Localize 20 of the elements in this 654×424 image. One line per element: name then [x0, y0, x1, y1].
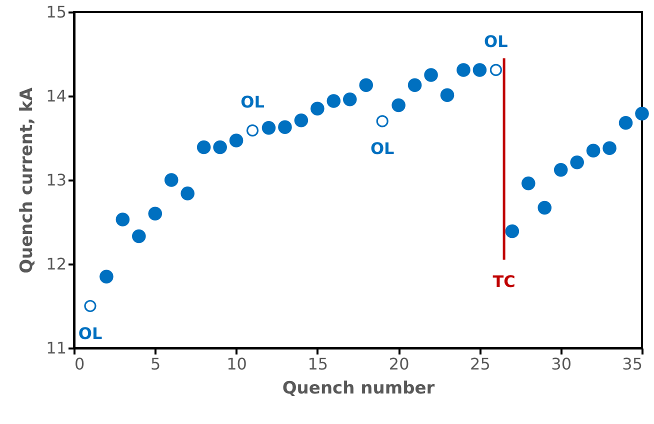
x-axis-title: Quench number [282, 378, 436, 398]
annotation: OL [370, 139, 394, 158]
annotation: OL [484, 32, 508, 51]
y-tick-label: 14 [46, 86, 66, 106]
x-tick-label: 25 [470, 354, 490, 374]
x-tick-label: 15 [308, 354, 328, 374]
annotation: TC [492, 272, 516, 291]
y-tick-label: 12 [46, 254, 66, 274]
annotation: OL [240, 92, 264, 112]
x-tick-label: 20 [388, 354, 410, 374]
x-tick-label: 10 [226, 354, 247, 374]
x-tick-label: 0 [74, 354, 85, 374]
y-tick-label: 13 [46, 170, 66, 190]
x-tick-label: 30 [551, 354, 572, 374]
y-tick-label: 15 [46, 2, 66, 22]
x-tick-label: 35 [622, 354, 642, 374]
x-tick-label: 5 [150, 354, 161, 374]
y-axis-title: Quench current, kA [17, 86, 38, 274]
annotation: OL [78, 324, 102, 343]
y-tick-label: 11 [46, 338, 66, 358]
